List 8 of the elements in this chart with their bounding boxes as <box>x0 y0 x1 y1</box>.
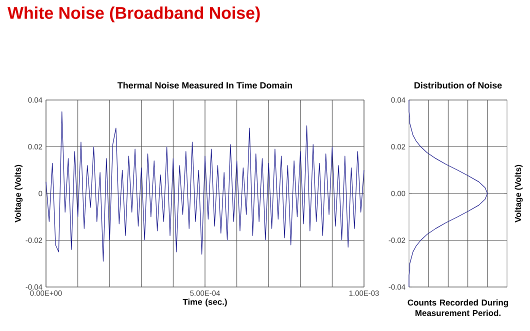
x-axis-title: Counts Recorded During Measurement Period. <box>408 299 508 316</box>
chart-title: Thermal Noise Measured In Time Domain <box>117 82 292 89</box>
x-axis-title: Time (sec.) <box>182 298 227 307</box>
chart-title: Distribution of Noise <box>414 82 502 89</box>
text: White Noise (Broadband Noise) <box>8 6 260 22</box>
y-axis-title: Voltage (Volts) <box>14 164 23 222</box>
line-series <box>46 111 364 262</box>
y-axis-title: Voltage (Volts) <box>514 164 523 222</box>
